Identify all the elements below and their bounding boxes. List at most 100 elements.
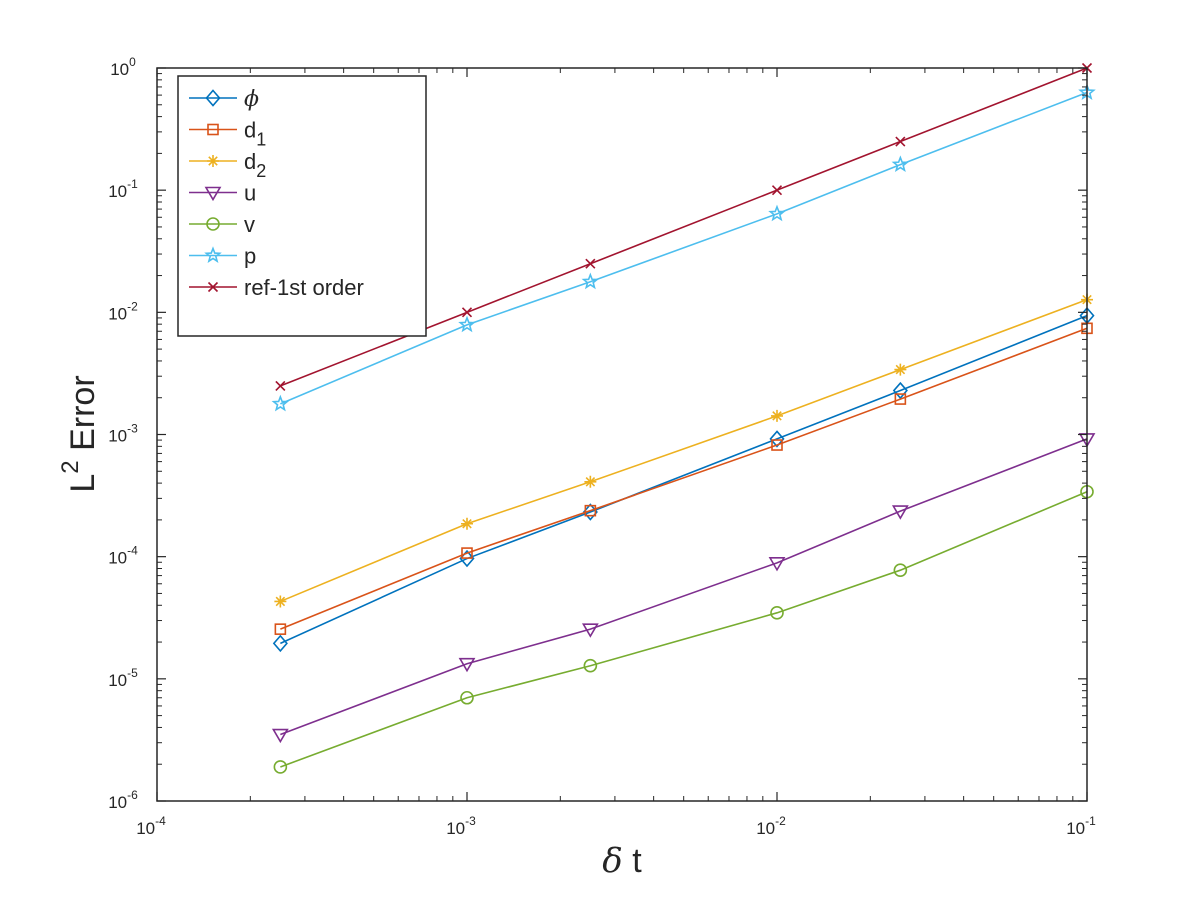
tick-label-base: 10 (108, 427, 127, 446)
legend-swatch-marker (204, 186, 222, 202)
y-tick-label: 10-4 (108, 544, 138, 568)
legend-label-main: p (244, 244, 256, 269)
data-point (458, 315, 476, 333)
y-axis-label-text: Error (64, 375, 102, 460)
legend-entry: ϕ (189, 87, 259, 112)
tick-label-base: 10 (108, 304, 127, 323)
data-point (461, 547, 473, 559)
legend-entry: u (189, 181, 256, 206)
x-axis-label: δ t (602, 841, 642, 881)
legend-label-subscript: 1 (256, 130, 266, 150)
data-point (769, 430, 785, 448)
data-point (584, 504, 597, 517)
legend-swatch-marker (207, 281, 219, 293)
data-point (273, 760, 288, 774)
data-point (771, 185, 783, 196)
legend-label: d2 (244, 149, 266, 181)
data-point (271, 728, 289, 744)
data-point (894, 363, 907, 376)
data-point (771, 439, 783, 451)
legend-label: ref-1st order (244, 275, 364, 300)
x-tick-label: 10-4 (136, 814, 166, 838)
tick-label-base: 10 (108, 549, 127, 568)
series-line (280, 314, 1088, 645)
tick-label-exponent: -5 (127, 666, 138, 680)
series-line (280, 438, 1088, 736)
series-3 (271, 433, 1096, 744)
data-point (893, 563, 908, 577)
tick-label-exponent: -3 (465, 814, 476, 828)
x-tick-label: 10-1 (1066, 814, 1096, 838)
legend-entry: d1 (189, 118, 266, 150)
tick-label-exponent: -2 (775, 814, 786, 828)
tick-label-exponent: -1 (1085, 814, 1096, 828)
data-point (891, 155, 910, 173)
legend-swatch-marker (206, 217, 220, 231)
x-axis-label-text: t (623, 842, 642, 880)
data-point (271, 394, 290, 412)
x-axis-label-symbol: δ (602, 841, 622, 881)
legend-label-main: u (244, 181, 256, 206)
series-line (280, 327, 1088, 630)
y-tick-label: 10-3 (108, 422, 138, 446)
tick-label-exponent: -4 (127, 544, 138, 558)
y-axis-label-superscript: 2 (57, 460, 84, 473)
data-point (461, 517, 473, 530)
x-tick-label: 10-3 (446, 814, 476, 838)
legend-label-main: d (244, 118, 256, 143)
data-point (584, 475, 597, 488)
legend-label: u (244, 181, 256, 206)
legend-swatch-marker (205, 89, 221, 107)
tick-label-exponent: -4 (155, 814, 166, 828)
tick-label-base: 10 (446, 819, 465, 838)
legend-swatch-marker (207, 123, 219, 136)
tick-label-exponent: -6 (127, 788, 138, 802)
legend-entry: p (189, 244, 256, 269)
legend-entry: ref-1st order (189, 275, 364, 300)
legend-label: p (244, 244, 256, 269)
tick-label-base: 10 (110, 60, 129, 79)
tick-label-base: 10 (136, 819, 155, 838)
legend-entry: d2 (189, 149, 266, 181)
data-point (272, 634, 288, 653)
data-point (274, 595, 287, 608)
data-point (770, 606, 784, 620)
legend-label-main: ϕ (244, 87, 259, 112)
data-point (458, 657, 476, 673)
tick-label-base: 10 (756, 819, 775, 838)
y-axis-label-main: L (64, 474, 102, 493)
series-1 (274, 322, 1093, 635)
series-line (280, 298, 1088, 603)
series-line (280, 67, 1088, 387)
legend-label-main: d (244, 149, 256, 174)
series-line (280, 491, 1088, 768)
data-point (894, 393, 907, 405)
legend-label: d1 (244, 118, 266, 150)
data-point (891, 505, 909, 520)
tick-label-exponent: 0 (129, 55, 136, 69)
data-point (581, 623, 599, 638)
data-point (771, 409, 783, 422)
data-point (460, 690, 474, 705)
axes: 10-4 10-3 10-2 10-110-610-510-410-310-210-1… (108, 55, 1096, 838)
y-tick-label: 100 (110, 55, 136, 79)
data-point (581, 272, 600, 290)
tick-label-base: 10 (108, 671, 127, 690)
tick-label-exponent: -3 (127, 422, 138, 436)
data-point (275, 380, 286, 391)
tick-label-base: 10 (108, 793, 127, 812)
tick-label-exponent: -2 (127, 299, 138, 313)
axis-labels: δ t L2 Error (57, 375, 642, 881)
legend-entry: v (189, 212, 255, 237)
data-point (583, 658, 598, 673)
legend-swatch-marker (207, 155, 219, 167)
tick-label-base: 10 (1066, 819, 1085, 838)
legend-label: ϕ (244, 87, 259, 112)
plot-area (271, 62, 1096, 774)
x-tick-label: 10-2 (756, 814, 786, 838)
y-tick-label: 10-6 (108, 788, 138, 812)
tick-label-exponent: -1 (127, 177, 138, 191)
y-axis-label: L2 Error (57, 375, 102, 492)
